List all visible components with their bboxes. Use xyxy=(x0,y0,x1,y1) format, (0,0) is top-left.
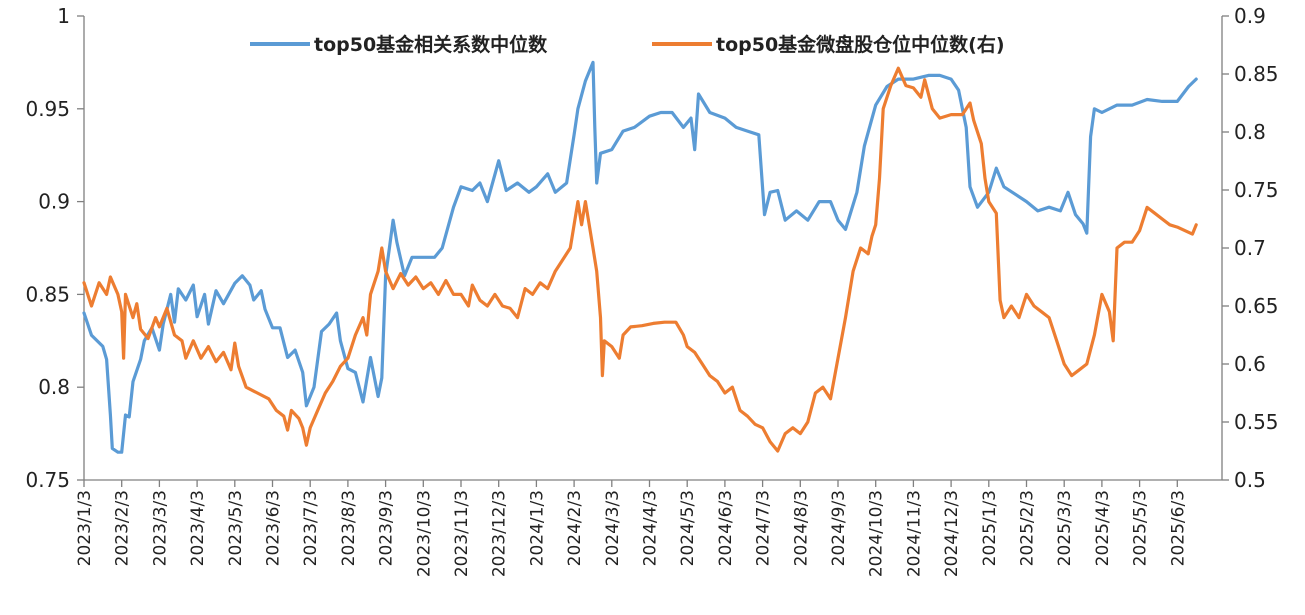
x-tick-label: 2023/5/3 xyxy=(226,490,246,566)
right-tick-label: 0.8 xyxy=(1234,120,1266,144)
left-tick-label: 0.75 xyxy=(25,468,70,492)
left-tick-label: 0.9 xyxy=(38,190,70,214)
right-tick-label: 0.75 xyxy=(1234,178,1279,202)
x-tick-label: 2025/4/3 xyxy=(1093,490,1113,566)
x-tick-label: 2025/3/3 xyxy=(1055,490,1075,566)
x-tick-label: 2025/6/3 xyxy=(1168,490,1188,566)
x-tick-label: 2023/6/3 xyxy=(264,490,284,566)
x-tick-label: 2023/4/3 xyxy=(188,490,208,566)
left-tick-label: 1 xyxy=(57,4,70,28)
x-tick-label: 2024/7/3 xyxy=(754,490,774,566)
right-tick-label: 0.5 xyxy=(1234,468,1266,492)
x-tick-label: 2024/9/3 xyxy=(829,490,849,566)
right-tick-label: 0.7 xyxy=(1234,236,1266,260)
left-tick-label: 0.8 xyxy=(38,375,70,399)
left-tick-label: 0.95 xyxy=(25,97,70,121)
x-tick-label: 2023/8/3 xyxy=(339,490,359,566)
right-axis-ticks: 0.5 0.55 0.6 0.65 0.7 0.75 0.8 0.85 0.9 xyxy=(1222,4,1279,492)
x-tick-label: 2023/7/3 xyxy=(301,490,321,566)
x-tick-label: 2023/2/3 xyxy=(113,490,133,566)
right-tick-label: 0.6 xyxy=(1234,352,1266,376)
x-tick-label: 2023/1/3 xyxy=(75,490,95,566)
x-tick-label: 2024/2/3 xyxy=(565,490,585,566)
legend-label-1: top50基金相关系数中位数 xyxy=(314,33,548,56)
x-tick-label: 2023/9/3 xyxy=(377,490,397,566)
x-tick-label: 2024/4/3 xyxy=(641,490,661,566)
x-tick-label: 2024/11/3 xyxy=(904,490,924,577)
right-tick-label: 0.85 xyxy=(1234,62,1279,86)
x-tick-label: 2025/2/3 xyxy=(1018,490,1038,566)
right-tick-label: 0.55 xyxy=(1234,410,1279,434)
axes-group xyxy=(83,16,1223,481)
x-tick-label: 2024/12/3 xyxy=(942,490,962,577)
legend: top50基金相关系数中位数 top50基金微盘股仓位中位数(右) xyxy=(250,33,1005,56)
series-lines xyxy=(82,60,1198,454)
x-tick-label: 2023/11/3 xyxy=(452,490,472,577)
x-tick-label: 2023/10/3 xyxy=(414,490,434,577)
x-tick-label: 2024/6/3 xyxy=(716,490,736,566)
x-tick-label: 2023/3/3 xyxy=(150,490,170,566)
x-tick-label: 2025/5/3 xyxy=(1131,490,1151,566)
x-tick-label: 2023/12/3 xyxy=(490,490,510,577)
x-tick-label: 2024/5/3 xyxy=(678,490,698,566)
x-tick-label: 2024/1/3 xyxy=(527,490,547,566)
left-axis-ticks: 0.75 0.8 0.85 0.9 0.95 1 xyxy=(25,4,84,492)
x-axis-ticks: 2023/1/3 2023/2/3 2023/3/3 2023/4/3 2023/5/3… xyxy=(75,480,1188,577)
microcap-position-median-line xyxy=(82,66,1198,453)
x-tick-label: 2024/3/3 xyxy=(603,490,623,566)
legend-label-2: top50基金微盘股仓位中位数(右) xyxy=(716,33,1005,56)
right-tick-label: 0.9 xyxy=(1234,4,1266,28)
correlation-median-line xyxy=(82,60,1198,454)
right-tick-label: 0.65 xyxy=(1234,294,1279,318)
x-tick-label: 2024/10/3 xyxy=(867,490,887,577)
left-tick-label: 0.85 xyxy=(25,282,70,306)
x-tick-label: 2024/8/3 xyxy=(791,490,811,566)
x-tick-label: 2025/1/3 xyxy=(980,490,1000,566)
